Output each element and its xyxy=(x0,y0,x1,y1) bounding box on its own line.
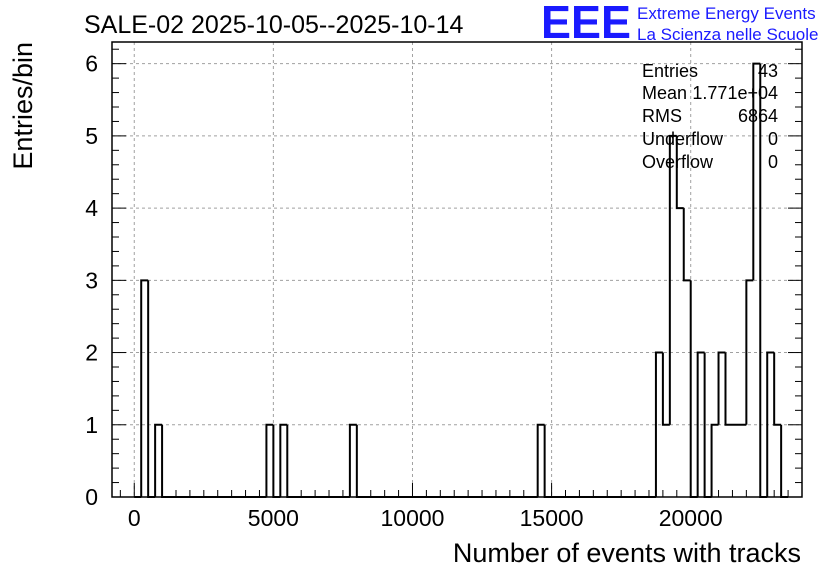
stat-label-underflow: Underflow xyxy=(642,129,724,149)
histogram-bin-8 xyxy=(286,424,350,498)
histogram-bin-10 xyxy=(355,424,538,498)
histogram-bin-27 xyxy=(766,351,775,497)
histogram-bin-23 xyxy=(724,352,747,426)
histogram-bin-24 xyxy=(745,279,754,425)
histogram-bin-17 xyxy=(682,208,691,282)
eee-logo: EEE Extreme Energy Events La Scienza nel… xyxy=(541,0,818,48)
histogram-bin-11 xyxy=(536,423,545,497)
stat-label-overflow: Overflow xyxy=(642,152,714,172)
x-tick-label: 20000 xyxy=(659,505,723,531)
y-tick-label: 1 xyxy=(85,412,98,438)
chart-title: SALE-02 2025-10-05--2025-10-14 xyxy=(84,11,464,39)
histogram-bin-16 xyxy=(675,135,684,210)
stat-label-mean: Mean xyxy=(642,83,687,103)
stat-value-mean: 1.771e+04 xyxy=(692,83,778,103)
x-axis-ticks: 0 5000 10000 15000 20000 xyxy=(119,483,789,531)
eee-logo-line1: Extreme Energy Events xyxy=(637,4,816,23)
y-tick-label: 4 xyxy=(85,195,98,221)
histogram-bin-7 xyxy=(279,423,288,497)
x-tick-label: 15000 xyxy=(520,505,584,531)
histogram-bin-21 xyxy=(710,423,719,497)
y-axis-ticks: 0 1 2 3 4 5 6 xyxy=(85,48,802,510)
eee-logo-mark: EEE xyxy=(541,0,631,48)
stat-label-rms: RMS xyxy=(642,106,682,126)
histogram-bin-14 xyxy=(661,352,670,426)
stat-value-entries: 43 xyxy=(758,61,778,81)
histogram-bin-13 xyxy=(654,351,663,497)
histogram-bin-15 xyxy=(668,134,677,425)
y-tick-label: 3 xyxy=(85,267,98,293)
histogram-bin-9 xyxy=(348,423,357,497)
y-tick-label: 0 xyxy=(85,484,98,510)
y-tick-label: 2 xyxy=(85,340,98,366)
histogram-bin-2 xyxy=(147,280,156,498)
x-tick-label: 10000 xyxy=(380,505,444,531)
histogram-bin-22 xyxy=(717,351,726,425)
eee-logo-line2: La Scienza nelle Scuole xyxy=(637,25,818,44)
histogram-bin-6 xyxy=(272,424,281,498)
histogram-bin-4 xyxy=(161,424,267,498)
histogram-bin-1 xyxy=(140,279,149,497)
histogram-bin-29 xyxy=(780,424,789,498)
histogram-bin-3 xyxy=(154,423,163,497)
stat-label-entries: Entries xyxy=(642,61,698,81)
y-tick-label: 5 xyxy=(85,123,98,149)
histogram-bin-18 xyxy=(689,280,698,498)
histogram-bin-12 xyxy=(543,424,656,498)
stats-box: Entries 43 Mean 1.771e+04 RMS 6864 Under… xyxy=(642,61,778,172)
stat-value-overflow: 0 xyxy=(768,152,778,172)
x-tick-label: 0 xyxy=(128,505,141,531)
y-tick-label: 6 xyxy=(85,51,98,77)
y-axis-label: Entries/bin xyxy=(8,42,38,170)
histogram-bin-25 xyxy=(752,62,761,281)
stat-value-underflow: 0 xyxy=(768,129,778,149)
grid-lines xyxy=(112,42,802,497)
histogram-bin-19 xyxy=(696,351,705,497)
plot-frame xyxy=(111,41,803,498)
x-axis-label: Number of events with tracks xyxy=(453,538,801,568)
histogram-bin-28 xyxy=(773,352,782,426)
histogram-bin-5 xyxy=(265,423,274,497)
x-tick-label: 5000 xyxy=(248,505,299,531)
stat-value-rms: 6864 xyxy=(738,106,778,126)
